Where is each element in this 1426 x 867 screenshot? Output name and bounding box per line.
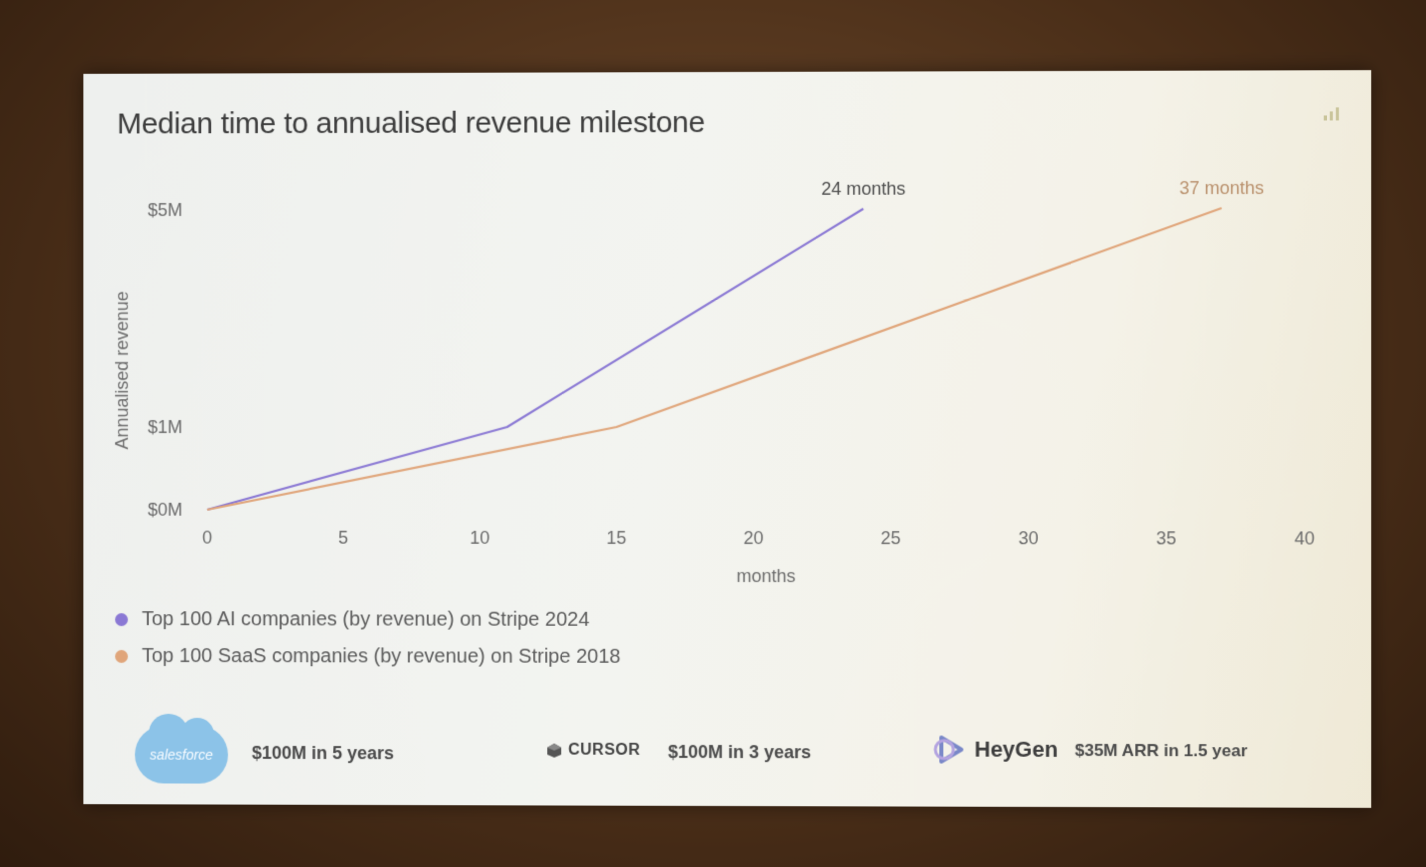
x-axis-label: months [737,566,796,586]
salesforce-milestone: $100M in 5 years [252,743,394,764]
y-axis-ticks: $0M $1M $5M [148,200,183,520]
y-tick-label: $0M [148,500,183,520]
heygen-milestone: $35M ARR in 1.5 year [1075,741,1248,761]
footer: salesforce $100M in 5 years CURSOR $100M… [83,721,1371,794]
slide: Median time to annualised revenue milest… [83,70,1371,808]
legend-item-ai: Top 100 AI companies (by revenue) on Str… [115,601,620,639]
x-tick-label: 15 [606,528,626,548]
y-axis-label: Annualised revenue [112,291,132,449]
legend: Top 100 AI companies (by revenue) on Str… [115,601,620,676]
legend-dot-saas [115,650,128,663]
y-tick-label: $1M [148,417,183,437]
heygen-logo: HeyGen [932,732,1058,766]
cursor-logo-text: CURSOR [568,742,640,760]
heygen-play-icon [932,732,966,766]
legend-label-ai: Top 100 AI companies (by revenue) on Str… [142,608,590,632]
heygen-logo-text: HeyGen [974,737,1058,763]
cursor-milestone: $100M in 3 years [668,742,811,763]
x-tick-label: 25 [881,528,901,548]
x-tick-label: 30 [1018,528,1038,548]
x-tick-label: 10 [470,528,490,548]
x-tick-label: 35 [1156,528,1176,548]
legend-label-saas: Top 100 SaaS companies (by revenue) on S… [142,645,621,669]
x-tick-label: 5 [338,528,348,548]
x-axis-ticks: 0 5 10 15 20 25 30 35 40 [202,528,1314,549]
series-end-label-saas: 37 months [1179,178,1264,198]
series-line-ai [207,209,863,510]
x-tick-label: 20 [743,528,763,548]
series-layer: 24 months 37 months [207,178,1264,510]
salesforce-logo-text: salesforce [150,747,213,763]
x-tick-label: 40 [1294,528,1314,548]
y-tick-label: $5M [148,200,183,220]
line-chart: $0M $1M $5M 0 5 10 15 20 25 30 35 40 months Annual… [83,70,1371,633]
cursor-cube-icon [546,743,562,759]
x-tick-label: 0 [202,528,212,548]
cursor-logo: CURSOR [546,742,640,760]
series-end-label-ai: 24 months [821,179,905,199]
salesforce-logo: salesforce [135,726,228,784]
series-line-saas [207,208,1221,510]
legend-item-saas: Top 100 SaaS companies (by revenue) on S… [115,638,620,676]
legend-dot-ai [115,613,128,626]
